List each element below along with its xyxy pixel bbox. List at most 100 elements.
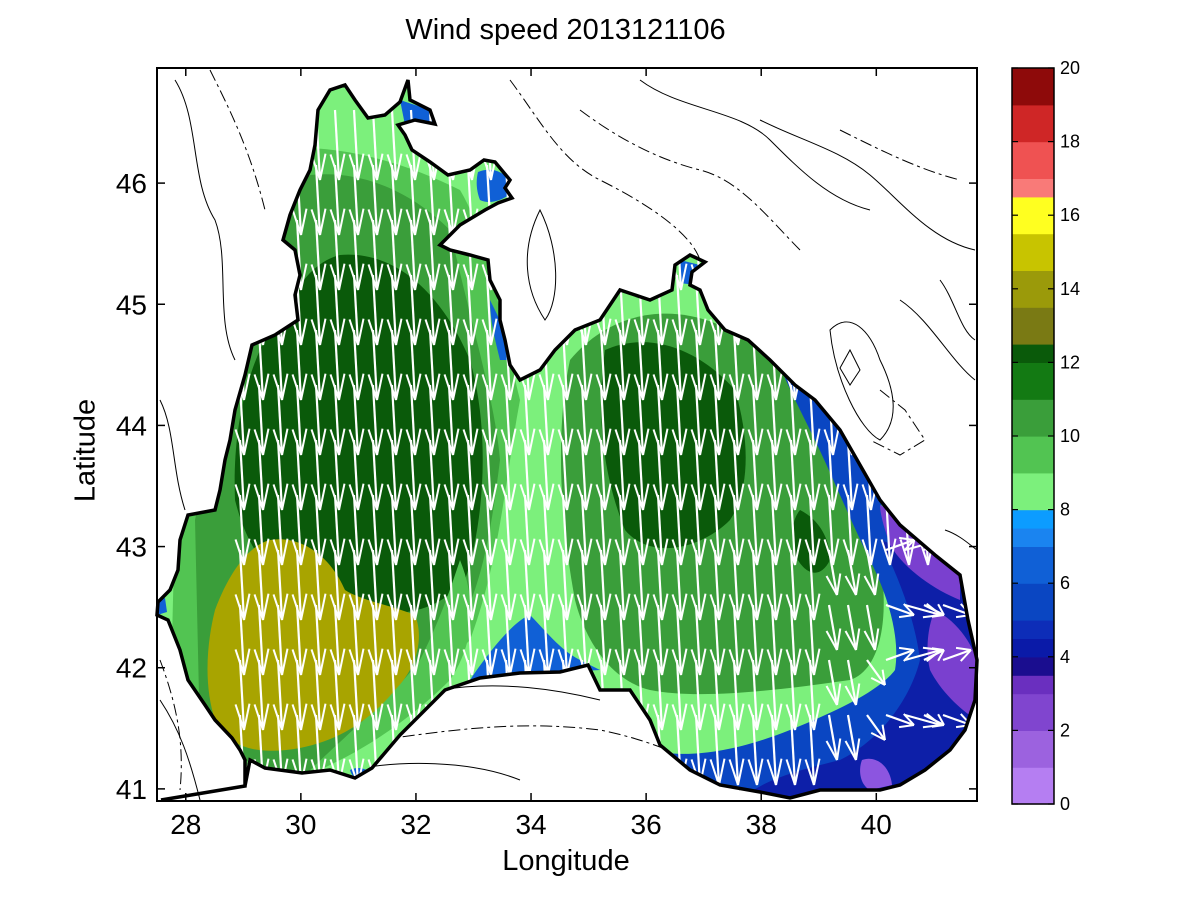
wind-arrow xyxy=(785,714,802,786)
wind-arrow xyxy=(614,109,631,181)
x-tick-label: 38 xyxy=(746,809,777,840)
wind-arrow xyxy=(842,109,859,181)
wind-arrow xyxy=(866,659,886,686)
wind-arrow xyxy=(462,714,479,786)
wind-arrow xyxy=(652,109,669,181)
wind-arrow xyxy=(861,219,878,291)
colorbar-tick-label: 12 xyxy=(1060,352,1080,372)
wind-arrow xyxy=(709,164,726,236)
wind-arrow xyxy=(880,164,897,236)
colorbar-band xyxy=(1012,638,1054,658)
x-tick-label: 30 xyxy=(285,809,316,840)
wind-arrow xyxy=(866,714,886,741)
wind-arrow xyxy=(899,384,916,456)
west-max xyxy=(234,254,483,614)
land-contour-line xyxy=(526,208,557,321)
axes-frame xyxy=(156,67,978,802)
wind-arrow xyxy=(519,274,536,346)
land-contour-line xyxy=(944,529,977,551)
y-tick-label: 42 xyxy=(116,653,147,684)
wind-arrow xyxy=(671,109,688,181)
east-coast-blue xyxy=(650,340,977,800)
wind-arrow xyxy=(576,109,593,181)
y-tick-label: 43 xyxy=(116,532,147,563)
wind-arrow xyxy=(557,164,574,236)
x-tick-label: 36 xyxy=(631,809,662,840)
wind-arrow xyxy=(234,164,251,236)
wind-arrow xyxy=(766,274,783,346)
land-contour-line xyxy=(159,659,182,791)
colorbar-band xyxy=(1012,730,1054,768)
wind-arrow xyxy=(937,219,954,291)
wind-arrow xyxy=(272,164,289,236)
wind-arrow xyxy=(804,274,821,346)
wind-arrow xyxy=(825,604,842,651)
wind-arrow xyxy=(291,109,308,181)
wind-arrow xyxy=(937,329,954,401)
wind-arrow xyxy=(937,384,954,456)
wind-arrow xyxy=(823,274,840,346)
wind-arrow xyxy=(690,164,707,236)
wind-arrow xyxy=(785,109,802,181)
wind-arrow xyxy=(842,274,859,346)
land-contour-line xyxy=(829,321,894,441)
wind-arrow xyxy=(918,439,935,511)
x-ticks: 28 30 32 34 36 38 40 xyxy=(170,68,892,840)
land-contour-line xyxy=(839,129,961,181)
wind-arrow xyxy=(633,714,650,786)
wind-arrow xyxy=(804,714,821,786)
colorbar-band xyxy=(1012,344,1054,363)
wind-arrow xyxy=(538,274,555,346)
east-max xyxy=(601,342,746,549)
wind-arrow xyxy=(899,219,916,291)
x-tick-label: 32 xyxy=(400,809,431,840)
land-contour-line xyxy=(869,389,926,456)
wind-arrow xyxy=(785,219,802,291)
east-max xyxy=(792,510,830,573)
colorbar-tick-label: 8 xyxy=(1060,500,1070,520)
wind-arrow xyxy=(728,219,745,291)
wind-arrow xyxy=(937,274,954,346)
wind-arrow xyxy=(942,646,972,662)
wind-arrow xyxy=(880,274,897,346)
land-contour-line xyxy=(939,279,976,341)
land-contour-line xyxy=(174,79,236,361)
colorbar-band xyxy=(1012,362,1054,400)
x-tick-label: 40 xyxy=(861,809,892,840)
east-coast-navy xyxy=(740,540,977,800)
x-axis-label: Longitude xyxy=(502,845,630,877)
wind-arrow xyxy=(652,164,669,236)
colorbar-band xyxy=(1012,528,1054,547)
wind-arrow xyxy=(519,109,536,181)
chart-title: Wind speed 2013121106 xyxy=(405,14,726,46)
colorbar-band xyxy=(1012,196,1054,235)
wind-arrow xyxy=(595,714,612,786)
wind-arrow xyxy=(823,164,840,236)
wind-arrow xyxy=(863,604,880,651)
wind-arrow xyxy=(899,329,916,401)
wind-arrow xyxy=(234,274,251,346)
wind-arrow xyxy=(443,109,460,181)
wind-arrow xyxy=(709,714,726,786)
wind-arrow xyxy=(861,384,878,456)
wind-arrow xyxy=(842,219,859,291)
wind-arrow xyxy=(766,164,783,236)
land-contour-line xyxy=(209,69,266,211)
wind-arrow xyxy=(728,714,745,786)
x-tick-label: 28 xyxy=(170,809,201,840)
wind-arrow xyxy=(614,164,631,236)
wind-arrow xyxy=(918,164,935,236)
wind-arrow xyxy=(671,164,688,236)
wind-arrow xyxy=(633,219,650,291)
colorbar-band xyxy=(1012,399,1054,437)
wind-arrow xyxy=(918,274,935,346)
y-tick-label: 41 xyxy=(116,774,147,805)
wind-arrow xyxy=(861,274,878,346)
wind-arrow xyxy=(880,439,897,511)
central-zone xyxy=(300,560,471,780)
wind-arrow xyxy=(595,219,612,291)
wind-arrow xyxy=(253,219,270,291)
wind-arrow xyxy=(923,603,945,618)
colorbar-band xyxy=(1012,583,1054,621)
colorbar-tick-label: 18 xyxy=(1060,132,1080,152)
